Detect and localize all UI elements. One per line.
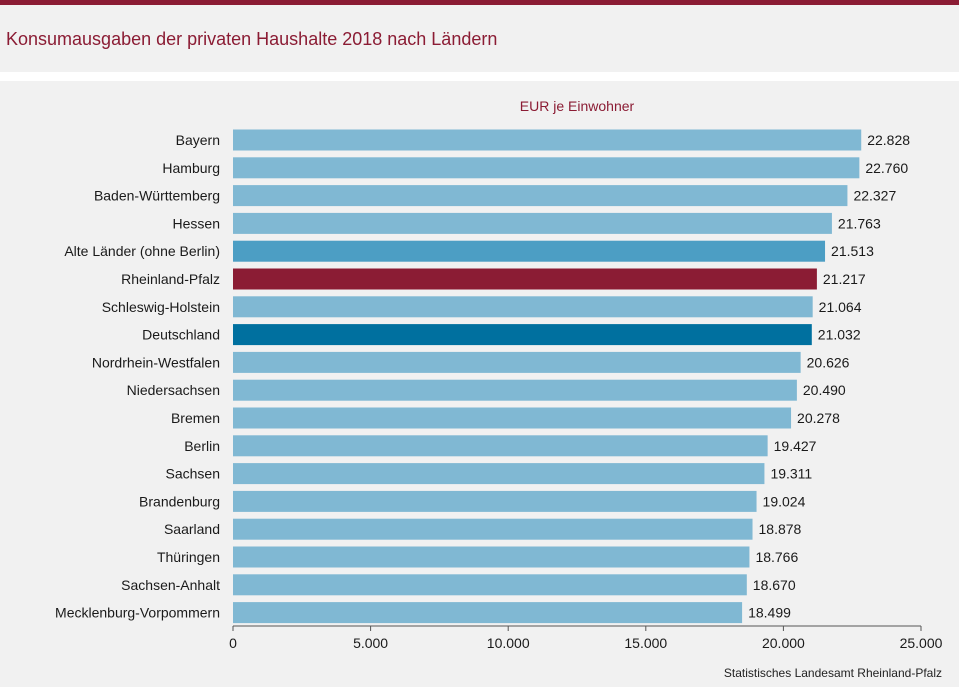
bar xyxy=(233,463,765,485)
bar xyxy=(233,435,768,457)
category-label: Nordrhein-Westfalen xyxy=(92,354,220,370)
value-label: 18.766 xyxy=(755,549,798,565)
value-label: 18.878 xyxy=(759,521,802,537)
chart-title: Konsumausgaben der privaten Haushalte 20… xyxy=(6,29,498,49)
x-tick-label: 20.000 xyxy=(762,635,805,651)
value-label: 22.327 xyxy=(853,188,896,204)
value-labels-group: 22.828 22.760 22.327 21.763 21.513 21.217 21.0… xyxy=(748,132,910,621)
bars-group xyxy=(233,129,862,624)
bar xyxy=(233,574,747,596)
bar xyxy=(233,490,757,512)
category-label: Brandenburg xyxy=(139,493,220,509)
value-label: 21.763 xyxy=(838,215,881,231)
bar xyxy=(233,212,832,234)
top-accent-rule xyxy=(0,0,959,5)
x-axis: 0 5.000 10.000 15.000 20.000 25.000 xyxy=(229,625,943,651)
x-tick-label: 10.000 xyxy=(487,635,530,651)
bar xyxy=(233,240,826,262)
category-label: Bayern xyxy=(176,132,220,148)
value-label: 22.760 xyxy=(865,160,908,176)
x-tick-label: 25.000 xyxy=(900,635,943,651)
bar xyxy=(233,296,813,318)
category-label: Niedersachsen xyxy=(127,382,220,398)
category-label: Schleswig-Holstein xyxy=(102,299,220,315)
value-label: 19.311 xyxy=(770,466,812,482)
bar xyxy=(233,324,812,346)
value-label: 21.032 xyxy=(818,327,861,343)
bar xyxy=(233,157,860,179)
category-labels-group: Bayern Hamburg Baden-Württemberg Hessen Alte… xyxy=(55,132,220,621)
category-label: Baden-Württemberg xyxy=(94,188,220,204)
category-label: Berlin xyxy=(184,438,220,454)
category-label: Sachsen xyxy=(166,466,220,482)
title-separator xyxy=(0,72,959,81)
value-label: 20.626 xyxy=(807,354,850,370)
x-tick-label: 15.000 xyxy=(624,635,667,651)
category-label: Sachsen-Anhalt xyxy=(121,577,220,593)
bar xyxy=(233,602,743,624)
category-label: Deutschland xyxy=(142,327,220,343)
bar xyxy=(233,407,792,429)
value-label: 19.427 xyxy=(774,438,817,454)
value-label: 19.024 xyxy=(763,493,806,509)
bar xyxy=(233,379,797,401)
category-label: Hamburg xyxy=(162,160,220,176)
value-label: 20.490 xyxy=(803,382,846,398)
category-label: Rheinland-Pfalz xyxy=(121,271,220,287)
x-tick-label: 0 xyxy=(229,635,237,651)
bar xyxy=(233,185,848,207)
bar xyxy=(233,546,750,568)
category-label: Bremen xyxy=(171,410,220,426)
value-label: 22.828 xyxy=(867,132,910,148)
value-label: 20.278 xyxy=(797,410,840,426)
bar xyxy=(233,351,801,373)
category-label: Hessen xyxy=(173,215,220,231)
bar xyxy=(233,518,753,540)
source-note: Statistisches Landesamt Rheinland-Pfalz xyxy=(723,666,942,680)
value-label: 21.064 xyxy=(819,299,862,315)
value-label: 21.217 xyxy=(823,271,866,287)
category-label: Alte Länder (ohne Berlin) xyxy=(64,243,220,259)
bar xyxy=(233,268,817,290)
category-label: Mecklenburg-Vorpommern xyxy=(55,605,220,621)
x-tick-label: 5.000 xyxy=(353,635,388,651)
category-label: Thüringen xyxy=(157,549,220,565)
category-label: Saarland xyxy=(164,521,220,537)
value-label: 18.670 xyxy=(753,577,796,593)
value-label: 18.499 xyxy=(748,605,791,621)
chart-subtitle: EUR je Einwohner xyxy=(519,98,635,114)
value-label: 21.513 xyxy=(831,243,874,259)
bar xyxy=(233,129,862,151)
